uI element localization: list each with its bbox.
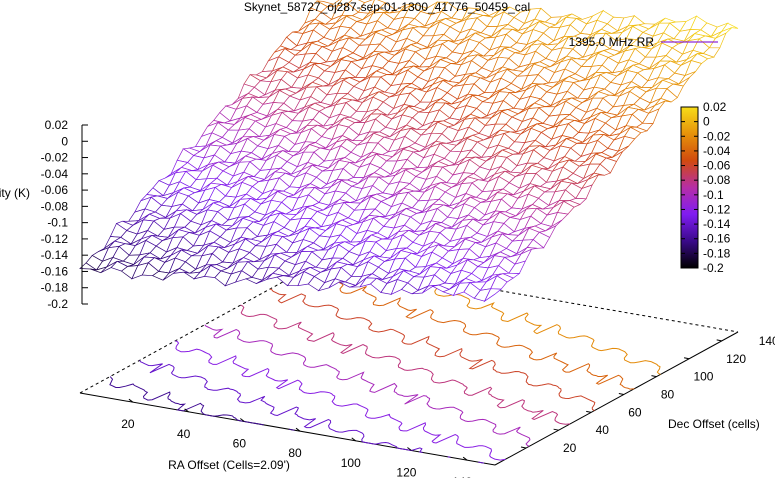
dec-tick-label: 40 — [596, 423, 610, 437]
z-tick-label: -0.2 — [47, 297, 68, 311]
y-axis-label: Dec Offset (cells) — [668, 417, 760, 431]
colorbar-tick-label: -0.16 — [703, 232, 731, 246]
contour-line — [306, 268, 635, 390]
z-tick-label: 0 — [61, 134, 68, 148]
colorbar-tick-label: -0.04 — [703, 144, 731, 158]
z-tick-label: -0.12 — [41, 232, 69, 246]
contour-line — [269, 288, 596, 412]
legend: 1395.0 MHz RR — [569, 35, 718, 49]
z-tick-label: -0.02 — [41, 151, 69, 165]
colorbar-tick-label: 0.02 — [703, 100, 727, 114]
ra-tick-label: 40 — [177, 427, 191, 441]
ra-tick-label: 120 — [396, 466, 416, 478]
floor-back-edge — [322, 259, 739, 333]
dec-tick — [716, 339, 722, 342]
dec-tick-label: 120 — [726, 352, 746, 366]
ra-tick — [128, 398, 134, 403]
dec-tick-label: 140 — [759, 334, 775, 348]
ra-tick — [184, 408, 189, 413]
z-tick-label: -0.08 — [41, 199, 69, 213]
contour-line — [110, 377, 320, 435]
dec-tick — [683, 357, 690, 360]
contour-line — [204, 324, 531, 447]
contour-line — [175, 340, 506, 461]
contour-lines — [110, 264, 661, 464]
legend-label: 1395.0 MHz RR — [569, 35, 655, 49]
colorbar-tick-label: -0.18 — [703, 246, 731, 260]
z-tick-label: -0.16 — [41, 264, 69, 278]
ra-tick-label: 140 — [452, 475, 472, 478]
ra-axis-line — [79, 392, 496, 466]
ra-tick — [407, 447, 412, 451]
floor-back-edge — [79, 259, 324, 394]
dec-tick-label: 60 — [628, 405, 642, 419]
colorbar-tick-label: -0.02 — [703, 129, 731, 143]
dec-tick-label: 100 — [693, 370, 713, 384]
ra-tick — [351, 437, 357, 442]
surface-mesh — [79, 0, 739, 303]
dec-tick-label: 80 — [661, 387, 675, 401]
colorbar-tick-label: 0 — [703, 115, 710, 129]
dec-tick-label: 20 — [563, 441, 577, 455]
contour-line — [240, 304, 571, 425]
colorbar-tick-label: -0.14 — [703, 217, 731, 231]
z-tick-label: -0.14 — [41, 248, 69, 262]
colorbar-tick-label: -0.2 — [703, 261, 724, 275]
colorbar-tick-label: -0.12 — [703, 202, 731, 216]
dec-tick — [618, 392, 624, 395]
z-tick-label: 0.02 — [45, 118, 69, 132]
dec-tick — [651, 375, 657, 378]
ra-tick-label: 20 — [121, 417, 135, 431]
z-tick-label: -0.04 — [41, 167, 69, 181]
ra-axis: 20 40 60 80 100 120 140 — [121, 398, 472, 478]
z-tick-label: -0.18 — [41, 281, 69, 295]
colorbar-tick-label: -0.1 — [703, 188, 724, 202]
ra-tick — [295, 427, 301, 432]
colorbar-tick-label: -0.06 — [703, 159, 731, 173]
dec-axis-line — [494, 331, 739, 466]
base-axes — [79, 259, 739, 466]
x-axis-label: RA Offset (Cells=2.09') — [168, 458, 290, 472]
colorbar-gradient — [680, 106, 699, 269]
z-tick-label: -0.06 — [41, 183, 69, 197]
chart-title: Skynet_58727_oj287-sep-01-1300_41776_504… — [244, 0, 530, 14]
dec-tick — [520, 446, 527, 449]
ra-tick — [462, 456, 468, 461]
surface-cell — [483, 288, 503, 303]
ra-tick-label: 100 — [341, 456, 361, 470]
ra-tick-label: 60 — [233, 437, 247, 451]
z-axis-label: Intensity (K) — [0, 186, 30, 200]
colorbar: 0.020-0.02-0.04-0.06-0.08-0.1-0.12-0.14-… — [680, 100, 731, 275]
contour-line — [139, 360, 484, 464]
dec-tick — [553, 428, 559, 431]
z-axis: 0.02 0 -0.02 -0.04 -0.06 -0.08 -0.1 -0.12 -0.14 -… — [41, 118, 88, 311]
ra-tick — [240, 418, 245, 422]
dec-tick — [586, 410, 592, 413]
dec-axis: 20 40 60 80 100 120 140 — [520, 334, 775, 455]
colorbar-tick-label: -0.08 — [703, 173, 731, 187]
z-tick-label: -0.1 — [47, 216, 68, 230]
ra-tick-label: 80 — [288, 446, 302, 460]
